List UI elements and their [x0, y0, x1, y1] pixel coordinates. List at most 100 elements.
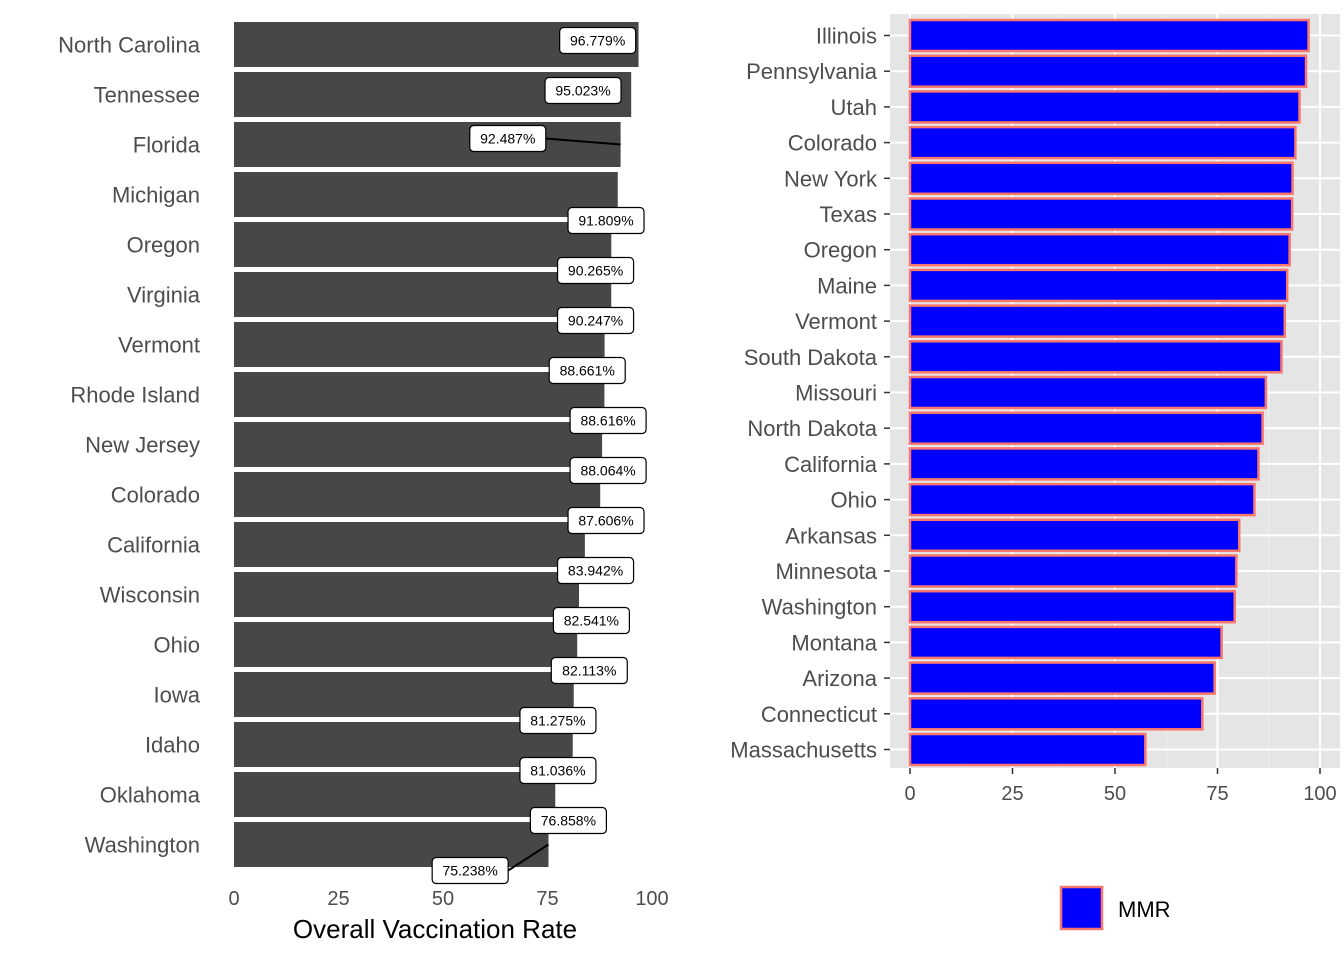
- data-label-text: 88.616%: [580, 413, 635, 429]
- mmr-bar-california: [908, 447, 1260, 481]
- x-tick-label-0: 0: [228, 888, 239, 910]
- data-label-text: 88.661%: [560, 363, 615, 379]
- y-tick-label-north-carolina: North Carolina: [58, 33, 201, 58]
- mmr-x-tick-label-25: 25: [1001, 783, 1023, 805]
- mmr-y-tick-label-pennsylvania: Pennsylvania: [746, 59, 878, 84]
- mmr-y-tick-label-texas: Texas: [820, 202, 877, 227]
- mmr-y-axis: Illinois Pennsylvania Utah Colorado New York…: [730, 24, 890, 763]
- data-label-california: 83.942%: [556, 556, 635, 585]
- mmr-legend-label: MMR: [1118, 897, 1171, 922]
- y-tick-label-new-jersey: New Jersey: [85, 433, 200, 458]
- data-label-new-jersey: 88.064%: [569, 456, 647, 485]
- bar-oklahoma: [234, 772, 556, 817]
- mmr-y-tick-label-minnesota: Minnesota: [775, 559, 877, 584]
- data-label-box: [569, 456, 647, 485]
- bar-new-jersey: [234, 422, 603, 467]
- bar-virginia: [234, 272, 612, 317]
- mmr-bar-connecticut: [908, 697, 1204, 731]
- data-label-box: [519, 756, 597, 785]
- bar-oregon: [234, 222, 612, 267]
- y-tick-label-tennessee: Tennessee: [94, 83, 200, 108]
- mmr-x-tick-label-0: 0: [904, 783, 915, 805]
- mmr-y-tick-label-illinois: Illinois: [816, 24, 877, 49]
- data-label-text: 81.275%: [530, 713, 585, 729]
- mmr-y-tick-label-montana: Montana: [791, 630, 877, 655]
- mmr-bar-montana: [908, 625, 1223, 660]
- data-label-text: 87.606%: [578, 513, 633, 529]
- bar-iowa: [234, 672, 574, 717]
- mmr-bar-washington: [908, 589, 1236, 624]
- mmr-legend: MMR: [1059, 885, 1171, 931]
- data-label-idaho: 81.036%: [519, 756, 597, 785]
- data-label-text: 76.858%: [541, 813, 596, 829]
- vaccination-x-axis-title: Overall Vaccination Rate: [293, 914, 577, 944]
- data-label-text: 91.809%: [578, 213, 633, 229]
- mmr-y-tick-label-arizona: Arizona: [802, 666, 877, 691]
- mmr-y-tick-label-north-dakota: North Dakota: [747, 416, 877, 441]
- label-leader-florida: [545, 137, 621, 146]
- data-label-text: 81.036%: [530, 763, 585, 779]
- data-label-box: [556, 556, 635, 585]
- mmr-y-tick-label-utah: Utah: [831, 95, 877, 120]
- data-label-colorado: 87.606%: [567, 506, 645, 535]
- mmr-bar-minnesota: [908, 554, 1238, 588]
- data-label-text: 95.023%: [555, 83, 610, 99]
- vaccination-y-axis: North Carolina Tennessee Florida Michigan Or…: [58, 33, 201, 858]
- data-label-north-carolina: 96.779%: [559, 26, 637, 55]
- mmr-y-tick-label-vermont: Vermont: [795, 309, 877, 334]
- data-label-text: 83.942%: [568, 563, 623, 579]
- mmr-x-tick-label-100: 100: [1303, 783, 1336, 805]
- mmr-bar-south-dakota: [908, 340, 1283, 374]
- mmr-legend-key: [1059, 885, 1104, 931]
- mmr-bar-arkansas: [908, 518, 1241, 553]
- data-label-text: 92.487%: [480, 131, 535, 147]
- data-label-virginia: 90.247%: [556, 306, 635, 335]
- y-tick-label-iowa: Iowa: [154, 683, 201, 708]
- mmr-x-tick-label-50: 50: [1104, 783, 1126, 805]
- mmr-y-tick-label-colorado: Colorado: [788, 131, 877, 156]
- y-tick-label-ohio: Ohio: [154, 633, 200, 658]
- mmr-bar-massachusetts: [908, 732, 1147, 767]
- y-tick-label-virginia: Virginia: [127, 283, 201, 308]
- x-tick-label-25: 25: [327, 888, 349, 910]
- data-label-wisconsin: 82.541%: [552, 606, 630, 635]
- data-label-oregon: 90.265%: [556, 256, 635, 285]
- y-tick-label-michigan: Michigan: [112, 183, 200, 208]
- x-tick-label-75: 75: [536, 888, 558, 910]
- data-label-rhode-island: 88.616%: [569, 406, 647, 435]
- bar-colorado: [234, 472, 601, 517]
- data-label-oklahoma: 76.858%: [529, 806, 608, 835]
- mmr-bar-texas: [908, 197, 1294, 231]
- bar-vermont: [234, 322, 605, 367]
- mmr-chart: Illinois Pennsylvania Utah Colorado New York…: [730, 14, 1340, 931]
- data-label-washington: 75.238%: [431, 856, 509, 885]
- bar-ohio: [234, 622, 578, 667]
- mmr-y-tick-label-connecticut: Connecticut: [761, 702, 877, 727]
- y-tick-label-washington: Washington: [85, 833, 200, 858]
- label-leader-washington: [507, 843, 550, 872]
- bar-rhode-island: [234, 372, 605, 417]
- y-tick-label-vermont: Vermont: [118, 333, 200, 358]
- mmr-x-tick-label-75: 75: [1206, 783, 1228, 805]
- y-tick-label-florida: Florida: [133, 133, 201, 158]
- data-label-box: [544, 76, 622, 105]
- vaccination-rate-chart: 96.779% 95.023% 92.487% 91.809% 90.265% 90.24…: [58, 22, 669, 944]
- mmr-bar-north-dakota: [908, 411, 1264, 445]
- x-tick-label-50: 50: [432, 888, 454, 910]
- mmr-bar-maine: [908, 268, 1289, 303]
- mmr-bar-utah: [908, 90, 1301, 124]
- data-label-box: [519, 706, 597, 735]
- data-label-box: [550, 656, 628, 685]
- bar-wisconsin: [234, 572, 580, 617]
- x-tick-label-100: 100: [635, 888, 668, 910]
- data-label-text: 75.238%: [443, 863, 498, 879]
- bar-michigan: [234, 172, 618, 217]
- mmr-bar-ohio: [908, 482, 1256, 517]
- data-label-box: [569, 406, 647, 435]
- mmr-y-tick-label-south-dakota: South Dakota: [744, 345, 878, 370]
- mmr-y-tick-label-ohio: Ohio: [831, 488, 877, 513]
- data-label-box: [469, 124, 547, 153]
- data-label-box: [567, 506, 645, 535]
- mmr-bar-arizona: [908, 661, 1216, 695]
